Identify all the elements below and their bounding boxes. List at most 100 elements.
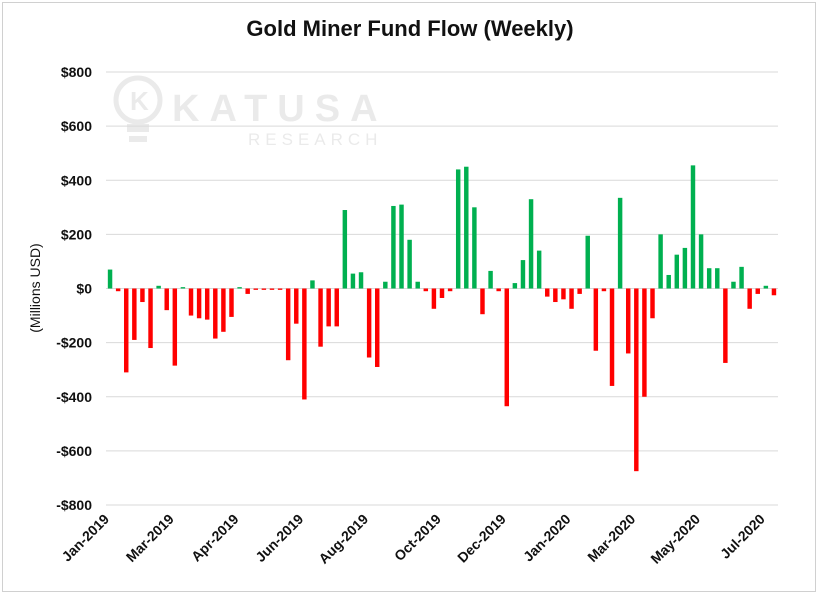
bar [439, 288, 445, 298]
x-tick-label: Dec-2019 [454, 511, 509, 566]
bar [504, 288, 509, 407]
bar [115, 288, 121, 292]
bar [269, 288, 275, 290]
bar [617, 197, 623, 289]
y-tick-label: $600 [61, 118, 92, 134]
bar [674, 254, 680, 289]
x-tick-label: Mar-2020 [584, 511, 638, 565]
bar [415, 281, 420, 289]
bar [140, 288, 145, 303]
bar [391, 205, 396, 289]
bar [407, 239, 412, 289]
bar [294, 288, 299, 324]
bar [731, 281, 736, 289]
bar [642, 288, 647, 397]
y-tick-label: $0 [76, 281, 92, 297]
bar [366, 288, 372, 358]
bar [277, 288, 283, 290]
bar [326, 288, 331, 327]
bar [285, 288, 291, 361]
bar [739, 266, 744, 289]
bar [196, 288, 202, 319]
y-tick-label: $800 [61, 64, 92, 80]
bar [156, 285, 161, 289]
x-tick-label: Apr-2019 [188, 511, 242, 565]
bar [124, 288, 129, 373]
bars [107, 165, 777, 472]
x-tick-label: Aug-2019 [315, 511, 371, 567]
bar [375, 288, 380, 367]
bar [561, 288, 566, 300]
bar [650, 288, 655, 319]
bar [763, 285, 769, 289]
bar [634, 288, 639, 472]
bar [553, 288, 558, 303]
bar [221, 288, 226, 332]
bar [204, 288, 210, 320]
bar [609, 288, 615, 386]
bar [132, 288, 137, 340]
bar [245, 288, 250, 294]
bar [528, 199, 534, 289]
bar [447, 288, 453, 292]
x-tick-label: Oct-2019 [391, 511, 444, 564]
gridlines [106, 71, 778, 506]
bar [585, 235, 590, 289]
y-tick-label: -$400 [56, 389, 92, 405]
bar [253, 288, 259, 290]
bar [213, 288, 218, 339]
bar [666, 274, 671, 289]
bar [342, 210, 348, 289]
x-tick-label: Jul-2020 [717, 511, 768, 562]
chart-title: Gold Miner Fund Flow (Weekly) [246, 16, 574, 41]
bar [480, 288, 485, 315]
bar [682, 247, 688, 289]
x-tick-label: Jan-2020 [520, 511, 574, 565]
bar [755, 288, 760, 294]
x-tick-label: Jun-2019 [252, 511, 306, 565]
bar [383, 281, 388, 289]
y-tick-label: $200 [61, 226, 92, 242]
bar [601, 288, 607, 292]
bar [302, 288, 307, 400]
bar [536, 250, 542, 289]
bar [261, 288, 267, 290]
y-tick-labels: $800 $600 $400 $200 $0 -$200 -$400 -$600 -$800 [56, 64, 92, 513]
bar [771, 288, 777, 296]
bar [715, 268, 720, 289]
bar [569, 288, 574, 309]
bar [180, 287, 186, 289]
bar [172, 288, 178, 366]
bar [399, 204, 404, 289]
bar [358, 272, 364, 289]
bar [472, 207, 477, 289]
x-tick-label: Mar-2019 [123, 511, 177, 565]
bar [188, 288, 194, 316]
bar [496, 288, 501, 292]
bar [310, 280, 315, 289]
bar [706, 268, 712, 289]
bar [334, 288, 339, 327]
x-tick-labels: Jan-2019 Mar-2019 Apr-2019 Jun-2019 Aug-2019… [58, 511, 768, 567]
bar [464, 166, 469, 289]
bar [318, 288, 323, 347]
bar [593, 288, 599, 351]
bar [698, 234, 704, 289]
bar [431, 288, 437, 309]
bar [723, 288, 728, 363]
bar [625, 288, 631, 354]
y-tick-label: -$200 [56, 335, 92, 351]
bar [423, 288, 429, 292]
bar [237, 287, 242, 289]
bar [488, 270, 493, 289]
y-tick-label: -$800 [56, 497, 92, 513]
bar [512, 283, 518, 289]
y-tick-label: $400 [61, 172, 92, 188]
bar [229, 288, 234, 317]
bar [747, 288, 752, 309]
x-tick-label: Jan-2019 [58, 511, 112, 565]
bar [164, 288, 169, 311]
bar [107, 269, 113, 289]
